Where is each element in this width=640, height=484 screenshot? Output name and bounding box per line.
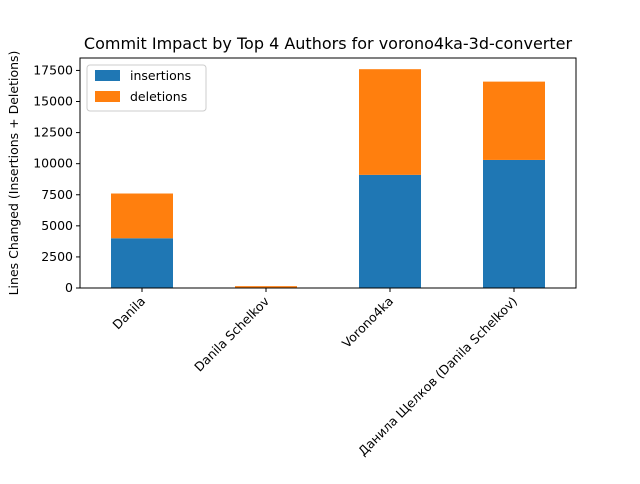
bar-deletions-1	[111, 194, 173, 239]
y-tick-label: 17500	[33, 62, 73, 77]
bar-deletions-2	[235, 286, 297, 287]
legend: insertions deletions	[87, 65, 206, 111]
bar-deletions-3	[359, 69, 421, 175]
y-tick-label: 10000	[33, 156, 73, 171]
y-tick-label: 7500	[41, 187, 73, 202]
y-tick-label: 5000	[41, 218, 73, 233]
x-tick-label-1: Danila	[109, 294, 148, 333]
x-tick-label-3: Vorono4ka	[339, 294, 396, 351]
y-tick-label: 0	[65, 280, 73, 295]
bar-insertions-3	[359, 175, 421, 288]
legend-swatch-insertions	[95, 70, 120, 81]
x-tick-label-2: Danila Schelkov	[191, 293, 272, 374]
legend-swatch-deletions	[95, 91, 120, 102]
y-axis-ticks: 0 2500 5000 7500 10000 12500 15000 17500	[33, 62, 80, 295]
bar-insertions-4	[483, 160, 545, 288]
y-axis-label: Lines Changed (Insertions + Deletions)	[6, 51, 21, 296]
bar-deletions-4	[483, 82, 545, 160]
legend-label-insertions: insertions	[130, 68, 191, 83]
bar-insertions-1	[111, 238, 173, 288]
legend-label-deletions: deletions	[130, 89, 187, 104]
y-tick-label: 2500	[41, 249, 73, 264]
y-tick-label: 12500	[33, 125, 73, 140]
y-tick-label: 15000	[33, 94, 73, 109]
chart-title: Commit Impact by Top 4 Authors for voron…	[84, 34, 573, 53]
